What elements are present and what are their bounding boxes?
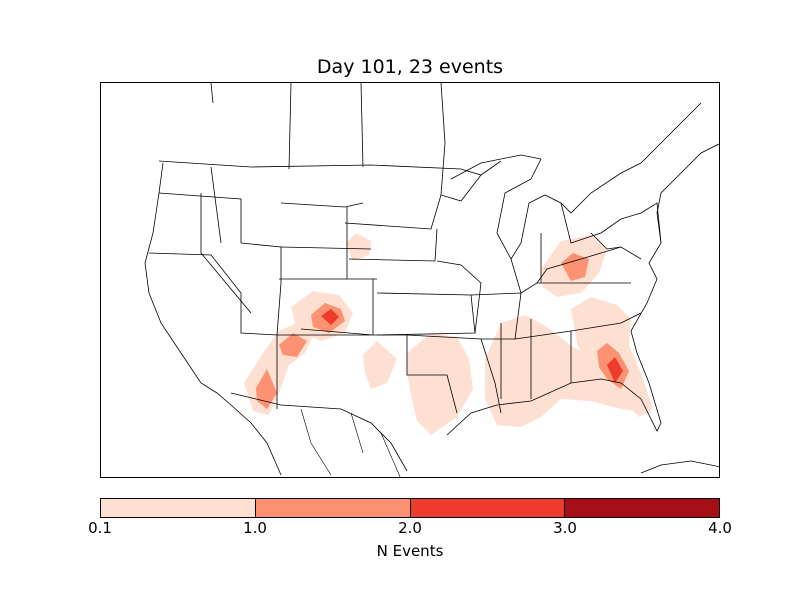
contour-virginia-mid bbox=[561, 253, 589, 281]
event-contours bbox=[244, 233, 653, 435]
map-panel bbox=[100, 82, 720, 478]
map-canvas bbox=[144, 83, 719, 477]
contour-az-mid-1 bbox=[279, 333, 307, 357]
colorbar-segment-2 bbox=[254, 499, 410, 517]
contour-texas-low-1 bbox=[363, 341, 397, 389]
colorbar-segment-4 bbox=[564, 499, 719, 517]
colorbar-tick-4: 4.0 bbox=[708, 519, 732, 537]
contour-az-mid-2 bbox=[256, 369, 277, 409]
cuba-outline bbox=[640, 460, 719, 474]
mexico-boundaries bbox=[300, 408, 401, 477]
state-boundaries bbox=[144, 83, 719, 476]
contour-texas-low-2 bbox=[407, 333, 473, 435]
colorbar-tick-0: 0.1 bbox=[88, 519, 112, 537]
map-title: Day 101, 23 events bbox=[316, 56, 504, 78]
colorbar-tick-1: 1.0 bbox=[243, 519, 267, 537]
contour-florida-high bbox=[607, 357, 623, 383]
colorbar-segment-1 bbox=[101, 499, 255, 517]
contour-gulf-low bbox=[485, 315, 649, 427]
contour-colorado-low bbox=[346, 233, 371, 261]
contour-colorado-high bbox=[321, 309, 339, 325]
colorbar-label: N Events bbox=[376, 542, 444, 560]
colorbar-tick-2: 2.0 bbox=[398, 519, 422, 537]
colorbar-tick-3: 3.0 bbox=[553, 519, 577, 537]
colorbar-segment-3 bbox=[409, 499, 565, 517]
colorbar bbox=[100, 498, 720, 518]
